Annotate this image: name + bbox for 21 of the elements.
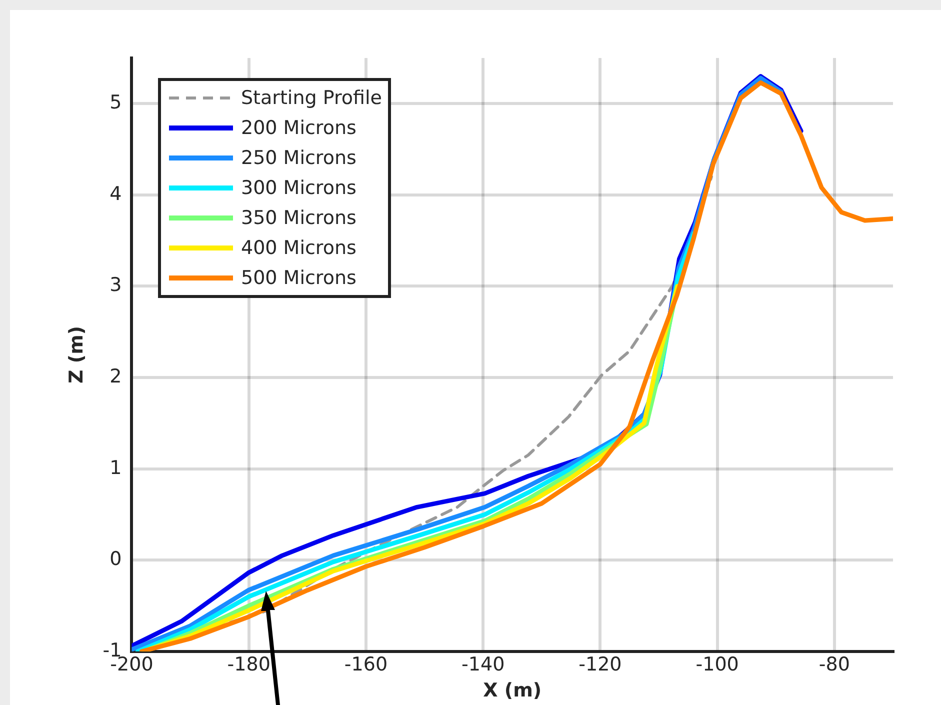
x-tick-label: -140: [462, 654, 505, 676]
y-tick-label: 4: [110, 182, 122, 205]
legend-label: 200 Microns: [241, 116, 356, 141]
y-axis-title: Z (m): [65, 326, 88, 384]
legend-label: 500 Microns: [241, 266, 356, 291]
x-tick-label: -160: [344, 654, 388, 676]
legend-label: 350 Microns: [241, 206, 356, 231]
x-tick-label: -80: [818, 654, 850, 676]
legend-label: 400 Microns: [241, 236, 356, 261]
y-tick-label: 3: [110, 274, 122, 296]
y-tick-label: 2: [110, 365, 122, 388]
y-tick-label: 1: [110, 456, 122, 479]
x-tick-label: -100: [696, 654, 739, 676]
x-axis-title: X (m): [483, 680, 542, 702]
x-tick-label: -120: [578, 654, 622, 676]
x-tick-label: -180: [227, 654, 270, 676]
y-tick-label: 0: [110, 548, 122, 570]
legend-label: 250 Microns: [241, 146, 356, 171]
legend-label: 300 Microns: [241, 176, 356, 201]
legend-label: Starting Profile: [241, 86, 382, 111]
y-tick-label: 5: [110, 92, 122, 114]
